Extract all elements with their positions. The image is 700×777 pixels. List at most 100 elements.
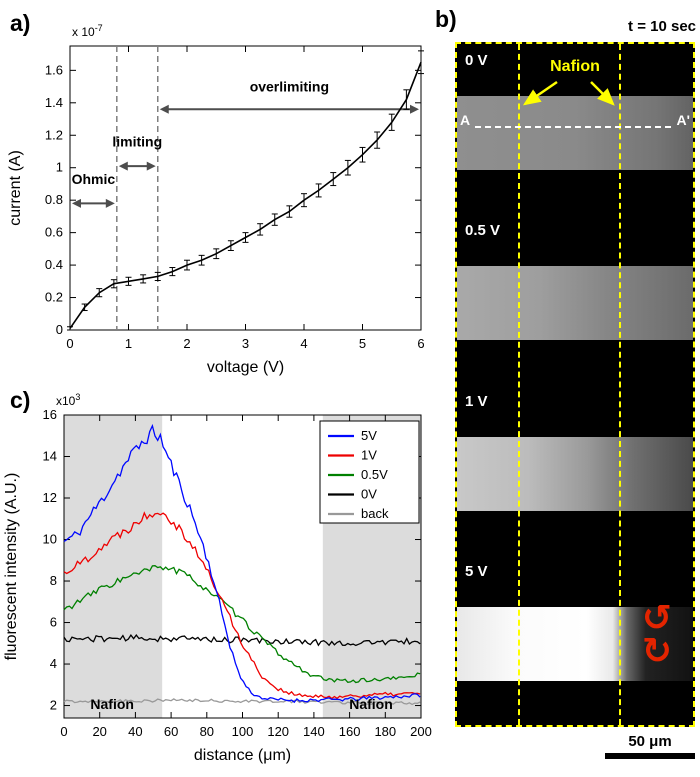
- x-tick-label: 20: [92, 724, 106, 739]
- legend-label-0V: 0V: [361, 487, 377, 502]
- x-tick-label: 2: [183, 336, 190, 351]
- y-tick-label: 16: [43, 407, 57, 422]
- arrowhead-icon: [159, 104, 169, 114]
- y-tick-label: 4: [50, 656, 57, 671]
- voltage-label: 0 V: [465, 52, 488, 69]
- panel-b-fluorescence-images: b) t = 10 sec Nafion A A' ↺: [435, 0, 700, 777]
- arrowhead-icon: [105, 198, 115, 208]
- microchannel-band: [457, 96, 693, 170]
- iv-curve-chart: 0 1 2 3 4 5 6 0 0.2 0.4 0.6 0.8 1 1.2 1.4 1.6 Ohmic limit…: [7, 23, 425, 376]
- arrowhead-icon: [410, 104, 419, 114]
- legend-label-1V: 1V: [361, 448, 377, 463]
- voltage-label: 5 V: [465, 562, 488, 580]
- y-axis-label: current (A): [7, 150, 24, 226]
- region-label-Ohmic: Ohmic: [72, 171, 116, 187]
- x-tick-label: 4: [300, 336, 307, 351]
- x-axis-label: voltage (V): [207, 359, 284, 376]
- nafion-arrows: [522, 80, 615, 106]
- x-tick-label: 40: [128, 724, 142, 739]
- x-tick-label: 3: [242, 336, 249, 351]
- legend-label-back: back: [361, 506, 389, 521]
- y-tick-label: 1.6: [45, 62, 63, 77]
- x-tick-label: 120: [267, 724, 289, 739]
- x-tick-label: 0: [60, 724, 67, 739]
- legend-label-0.5V: 0.5V: [361, 467, 388, 482]
- series-path-0V: [63, 633, 421, 647]
- nafion-label: Nafion: [550, 58, 600, 75]
- nafion-arrow-left-icon: [522, 80, 558, 106]
- cross-section-marker-a: A: [460, 112, 471, 128]
- x-tick-label: 200: [410, 724, 432, 739]
- microchannel-band: [457, 606, 693, 681]
- x-tick-label: 5: [359, 336, 366, 351]
- panel-c-intensity-profiles: 0 20 40 60 80 100 120 140 160 180 200 2 4 6 8 10 12 14 16 N…: [0, 385, 435, 777]
- plot-box: [69, 45, 422, 331]
- vortex-top-icon: ↺: [641, 598, 673, 639]
- x-tick-label: 180: [374, 724, 396, 739]
- x-tick-label: 1: [125, 336, 132, 351]
- y-scale-label: x 10-7: [72, 23, 103, 39]
- cross-section-line: A A': [457, 112, 693, 138]
- legend-label-5V: 5V: [361, 428, 377, 443]
- scale-bar: 50 μm: [605, 733, 695, 759]
- fluorescence-image-0.5v: 0.5 V: [457, 214, 693, 384]
- panel-b-label: b): [435, 6, 457, 32]
- y-tick-label: 0.2: [45, 290, 63, 305]
- cross-section-marker-a-prime: A': [676, 112, 690, 128]
- x-tick-label: 0: [66, 336, 73, 351]
- cross-section-dashed-line: [475, 126, 671, 128]
- y-tick-label: 2: [50, 698, 57, 713]
- fluorescence-image-1v: 1 V: [457, 385, 693, 555]
- series-path-5V: [63, 423, 421, 704]
- microchannel-band: [457, 266, 693, 341]
- scale-bar-label: 50 μm: [628, 733, 672, 750]
- y-tick-label: 10: [43, 532, 57, 547]
- panel-a-label: a): [10, 10, 31, 36]
- y-tick-label: 1.4: [45, 95, 63, 110]
- arrowhead-icon: [146, 161, 156, 171]
- panel-c-label: c): [10, 387, 31, 413]
- voltage-label: 0.5 V: [465, 222, 501, 240]
- fluorescence-image-0v: 0 V: [457, 44, 693, 214]
- y-axis-label: fluorescent intensity (A.U.): [3, 473, 20, 661]
- y-tick-label: 0: [56, 322, 63, 337]
- x-tick-label: 140: [303, 724, 325, 739]
- y-tick-label: 12: [43, 490, 57, 505]
- y-tick-label: 6: [50, 615, 57, 630]
- microchannel-band: [457, 436, 693, 511]
- nafion-arrow-right-icon: [590, 81, 615, 106]
- x-tick-label: 80: [200, 724, 214, 739]
- y-tick-label: 8: [50, 573, 57, 588]
- x-tick-label: 6: [417, 336, 424, 351]
- y-tick-label: 0.6: [45, 225, 63, 240]
- voltage-label: 1 V: [465, 392, 488, 410]
- x-tick-label: 160: [339, 724, 361, 739]
- nafion-shaded-region: [64, 415, 163, 718]
- vortex-annotation: ↺ ↻: [633, 598, 681, 672]
- nafion-region-label-left: Nafion: [90, 696, 134, 712]
- series-path-0.5V: [63, 565, 421, 684]
- arrowhead-icon: [118, 161, 128, 171]
- nafion-membrane-line-left: [518, 44, 521, 725]
- time-label: t = 10 sec: [628, 18, 696, 35]
- x-tick-label: 100: [232, 724, 254, 739]
- arrowhead-icon: [72, 198, 81, 208]
- region-label-limiting: limiting: [112, 134, 162, 150]
- y-tick-label: 1.2: [45, 127, 63, 142]
- iv-curve-path: [69, 61, 422, 329]
- y-tick-label: 1: [56, 160, 63, 175]
- nafion-region-label-right: Nafion: [349, 696, 393, 712]
- fluorescence-image-stack: Nafion A A' ↺ ↻ 0 V 0.5 V 1 V 5 V: [455, 42, 695, 727]
- y-scale-label: x103: [56, 392, 80, 408]
- region-label-overlimiting: overlimiting: [250, 78, 329, 94]
- vortex-bottom-icon: ↻: [641, 631, 673, 672]
- legend-box: [319, 420, 420, 524]
- panel-a-iv-curve: 0 1 2 3 4 5 6 0 0.2 0.4 0.6 0.8 1 1.2 1.4 1.6 Ohmic limit…: [0, 0, 435, 385]
- fluorescence-image-5v: 5 V: [457, 555, 693, 725]
- x-tick-label: 60: [164, 724, 178, 739]
- y-tick-label: 0.8: [45, 192, 63, 207]
- nafion-membrane-line-right: [618, 44, 621, 725]
- series-path-1V: [63, 511, 421, 700]
- x-axis-label: distance (μm): [194, 747, 291, 764]
